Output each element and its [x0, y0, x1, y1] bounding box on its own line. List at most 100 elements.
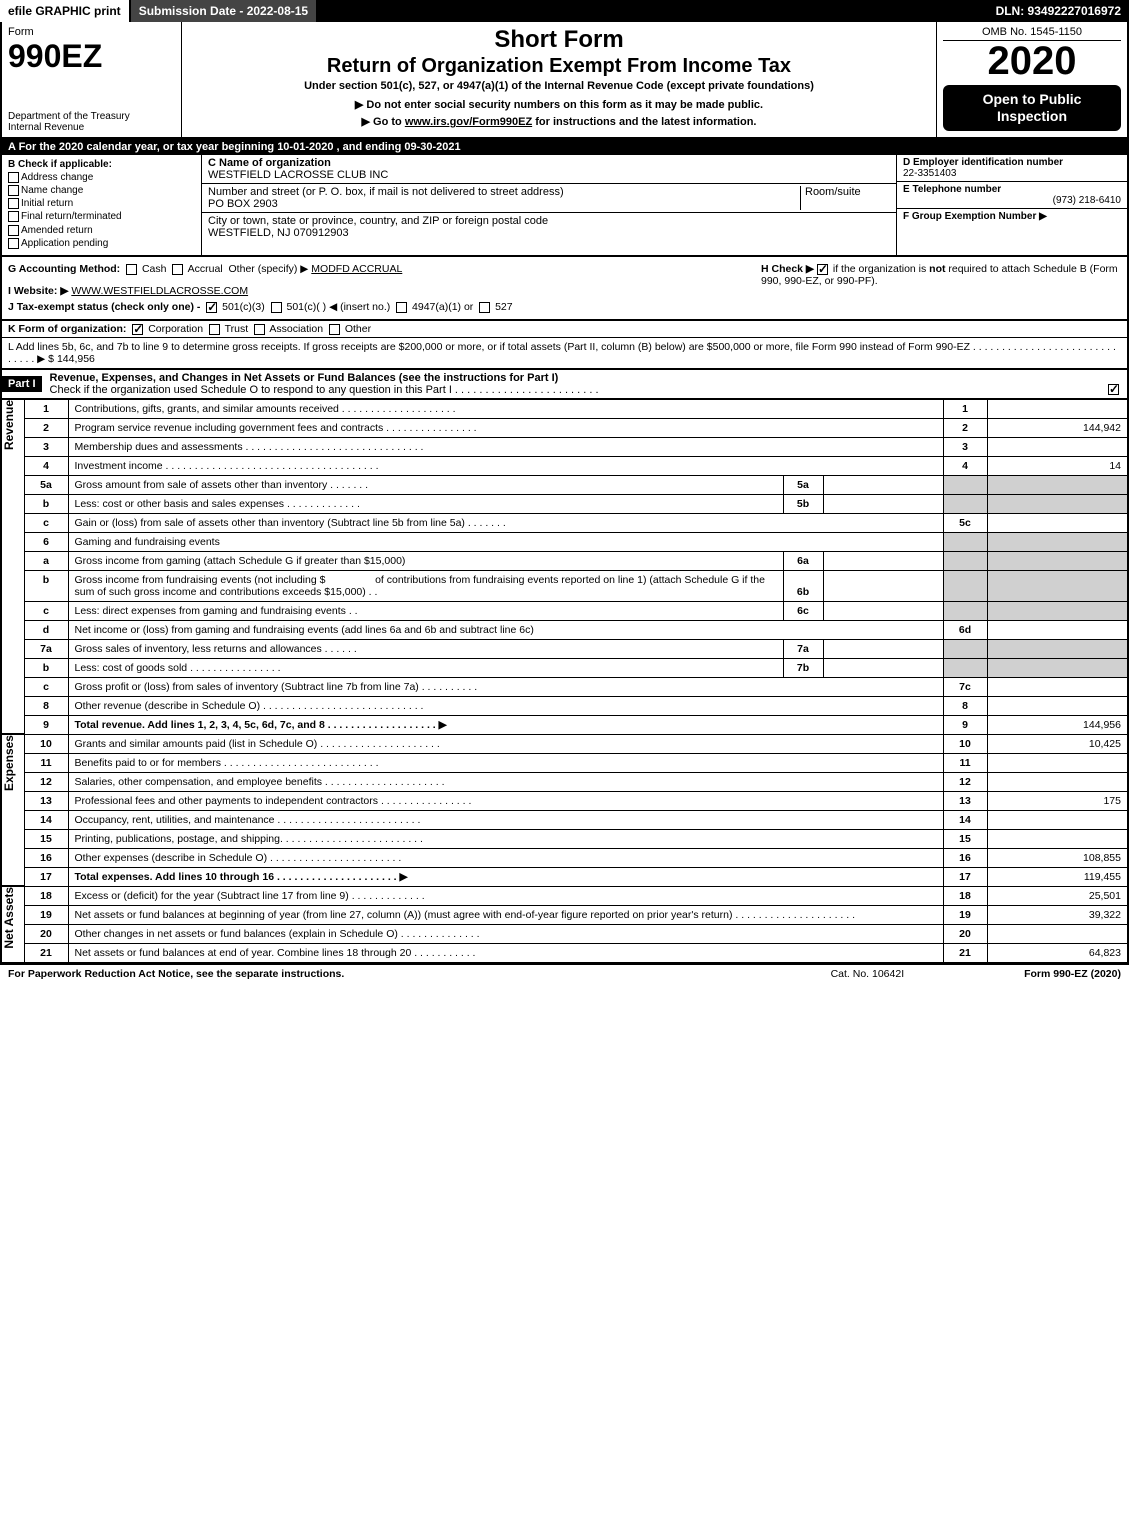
footer-right-suffix: (2020) [1088, 968, 1121, 980]
l-amount: 144,956 [57, 353, 95, 365]
l10-text: Grants and similar amounts paid (list in… [68, 734, 943, 753]
l6c-num: c [24, 601, 68, 620]
l11-num: 11 [24, 753, 68, 772]
i-website-value[interactable]: WWW.WESTFIELDLACROSSE.COM [71, 285, 248, 297]
l13-text: Professional fees and other payments to … [68, 791, 943, 810]
g-other-value[interactable]: MODFD ACCRUAL [311, 263, 402, 275]
chk-address-change[interactable]: Address change [8, 172, 195, 183]
l5b-num: b [24, 494, 68, 513]
g-cash-checkbox[interactable] [126, 264, 137, 275]
l3-text: Membership dues and assessments . . . . … [68, 437, 943, 456]
submission-date-label: Submission Date - 2022-08-15 [131, 0, 316, 22]
k-corp-checkbox[interactable] [132, 324, 143, 335]
dept-line2: Internal Revenue [8, 122, 84, 133]
l3-val [987, 437, 1127, 456]
l19-val: 39,322 [987, 905, 1127, 924]
l17-rn: 17 [943, 867, 987, 886]
l4-text: Investment income . . . . . . . . . . . … [68, 456, 943, 475]
l15-num: 15 [24, 829, 68, 848]
c-name-header: C Name of organization [208, 157, 890, 169]
l6b-num: b [24, 570, 68, 601]
g-accrual-checkbox[interactable] [172, 264, 183, 275]
l14-rn: 14 [943, 810, 987, 829]
l19-rn: 19 [943, 905, 987, 924]
k-trust-label: Trust [225, 323, 249, 335]
c-org-name: WESTFIELD LACROSSE CLUB INC [208, 169, 890, 181]
section-g-h-i-j: G Accounting Method: Cash Accrual Other … [2, 257, 1127, 321]
l6d-val [987, 620, 1127, 639]
chk-application-pending[interactable]: Application pending [8, 238, 195, 249]
chk-amended-return[interactable]: Amended return [8, 225, 195, 236]
link-prefix: ▶ Go to [362, 116, 405, 128]
footer-right-bold: 990-EZ [1053, 968, 1087, 980]
part-i-schedule-o-checkbox[interactable] [1108, 384, 1119, 395]
l11-val [987, 753, 1127, 772]
chk-initial-return[interactable]: Initial return [8, 198, 195, 209]
form-number: 990EZ [8, 38, 175, 75]
j-527-label: 527 [495, 301, 513, 313]
l6a-val-shade [987, 551, 1127, 570]
part-i-header-row: Part I Revenue, Expenses, and Changes in… [2, 370, 1127, 399]
l11-text: Benefits paid to or for members . . . . … [68, 753, 943, 772]
form-page: Form 990EZ Department of the Treasury In… [0, 22, 1129, 965]
l6d-text: Net income or (loss) from gaming and fun… [68, 620, 943, 639]
section-b-checkboxes: B Check if applicable: Address change Na… [2, 155, 202, 255]
l5a-mv [823, 475, 943, 494]
l13-rn: 13 [943, 791, 987, 810]
l6d-num: d [24, 620, 68, 639]
l7b-val-shade [987, 658, 1127, 677]
l9-num: 9 [24, 715, 68, 734]
l13-num: 13 [24, 791, 68, 810]
l5c-val [987, 513, 1127, 532]
part-i-tag: Part I [2, 376, 42, 392]
l15-val [987, 829, 1127, 848]
irs-link[interactable]: www.irs.gov/Form990EZ [405, 116, 532, 128]
efile-print-label[interactable]: efile GRAPHIC print [0, 0, 131, 22]
l7c-num: c [24, 677, 68, 696]
l2-num: 2 [24, 418, 68, 437]
j-4947-checkbox[interactable] [396, 302, 407, 313]
c-street-header: Number and street (or P. O. box, if mail… [208, 186, 800, 198]
l6-rn-shade [943, 532, 987, 551]
j-501c3-checkbox[interactable] [206, 302, 217, 313]
l9-val: 144,956 [987, 715, 1127, 734]
l16-text: Other expenses (describe in Schedule O) … [68, 848, 943, 867]
l6b-val-shade [987, 570, 1127, 601]
l4-num: 4 [24, 456, 68, 475]
ghi-left: G Accounting Method: Cash Accrual Other … [8, 263, 755, 313]
c-street-value: PO BOX 2903 [208, 198, 800, 210]
expenses-side-label: Expenses [2, 735, 16, 791]
l6d-rn: 6d [943, 620, 987, 639]
h-checkbox[interactable] [817, 264, 828, 275]
l5a-num: 5a [24, 475, 68, 494]
g-label: G Accounting Method: [8, 263, 120, 275]
l6a-rn-shade [943, 551, 987, 570]
chk-final-return-label: Final return/terminated [21, 212, 122, 223]
l5b-mn: 5b [783, 494, 823, 513]
k-assoc-checkbox[interactable] [254, 324, 265, 335]
l21-val: 64,823 [987, 943, 1127, 962]
l14-text: Occupancy, rent, utilities, and maintena… [68, 810, 943, 829]
page-footer: For Paperwork Reduction Act Notice, see … [0, 965, 1129, 983]
goto-link-line: ▶ Go to www.irs.gov/Form990EZ for instru… [190, 115, 928, 128]
h-box: H Check ▶ if the organization is not req… [761, 263, 1121, 313]
k-other-checkbox[interactable] [329, 324, 340, 335]
l1-num: 1 [24, 399, 68, 418]
chk-final-return[interactable]: Final return/terminated [8, 211, 195, 222]
chk-name-change[interactable]: Name change [8, 185, 195, 196]
l6b-mn: 6b [783, 570, 823, 601]
l4-val: 14 [987, 456, 1127, 475]
f-group-exemption-header: F Group Exemption Number ▶ [903, 211, 1121, 222]
c-city-header: City or town, state or province, country… [208, 215, 890, 227]
l6c-mv [823, 601, 943, 620]
k-trust-checkbox[interactable] [209, 324, 220, 335]
l8-rn: 8 [943, 696, 987, 715]
header-mid: Short Form Return of Organization Exempt… [182, 22, 937, 137]
l10-val: 10,425 [987, 734, 1127, 753]
under-section: Under section 501(c), 527, or 4947(a)(1)… [190, 80, 928, 92]
part-i-title-text: Revenue, Expenses, and Changes in Net As… [50, 372, 559, 384]
j-501c-checkbox[interactable] [271, 302, 282, 313]
j-527-checkbox[interactable] [479, 302, 490, 313]
l4-rn: 4 [943, 456, 987, 475]
l20-text: Other changes in net assets or fund bala… [68, 924, 943, 943]
